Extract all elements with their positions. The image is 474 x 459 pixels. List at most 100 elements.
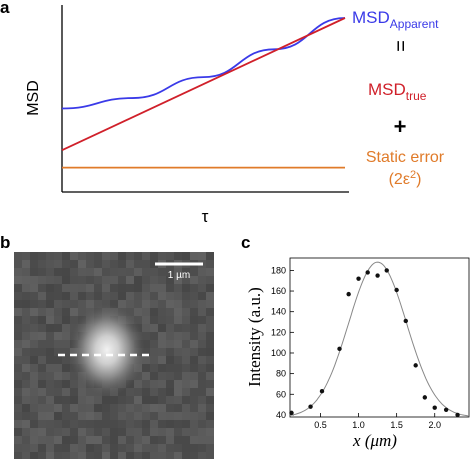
noise-pixel xyxy=(46,380,54,388)
noise-pixel xyxy=(118,300,126,308)
xtick-label: 1.0 xyxy=(352,420,365,430)
noise-pixel xyxy=(14,324,22,332)
noise-pixel xyxy=(14,276,22,284)
noise-pixel xyxy=(30,292,38,300)
noise-pixel xyxy=(62,436,70,444)
noise-pixel xyxy=(198,300,206,308)
noise-pixel xyxy=(22,452,30,459)
noise-pixel xyxy=(182,308,190,316)
noise-pixel xyxy=(166,364,174,372)
noise-pixel xyxy=(46,340,54,348)
noise-pixel xyxy=(166,356,174,364)
noise-pixel xyxy=(54,420,62,428)
ytick-label: 80 xyxy=(276,369,286,379)
noise-pixel xyxy=(174,284,182,292)
noise-pixel xyxy=(14,444,22,452)
noise-pixel xyxy=(166,276,174,284)
noise-pixel xyxy=(46,268,54,276)
noise-pixel xyxy=(174,324,182,332)
noise-pixel xyxy=(166,316,174,324)
noise-pixel xyxy=(126,452,134,459)
noise-pixel xyxy=(54,340,62,348)
noise-pixel xyxy=(190,436,198,444)
noise-pixel xyxy=(190,404,198,412)
noise-pixel xyxy=(206,332,214,340)
noise-pixel xyxy=(198,436,206,444)
noise-pixel xyxy=(134,452,142,459)
noise-pixel xyxy=(102,412,110,420)
noise-pixel xyxy=(158,452,166,459)
noise-pixel xyxy=(62,348,70,356)
noise-pixel xyxy=(30,420,38,428)
noise-pixel xyxy=(70,300,78,308)
noise-pixel xyxy=(158,372,166,380)
noise-pixel xyxy=(198,292,206,300)
noise-pixel xyxy=(78,412,86,420)
static-error-label: Static error xyxy=(366,149,445,166)
noise-pixel xyxy=(102,260,110,268)
noise-pixel xyxy=(94,276,102,284)
noise-pixel xyxy=(190,308,198,316)
noise-pixel xyxy=(142,316,150,324)
noise-pixel xyxy=(174,332,182,340)
noise-pixel xyxy=(110,284,118,292)
noise-pixel xyxy=(206,308,214,316)
noise-pixel xyxy=(134,268,142,276)
noise-pixel xyxy=(158,348,166,356)
noise-pixel xyxy=(110,452,118,459)
noise-pixel xyxy=(54,252,62,260)
noise-pixel xyxy=(110,252,118,260)
noise-pixel xyxy=(94,252,102,260)
noise-pixel xyxy=(142,308,150,316)
noise-pixel xyxy=(14,356,22,364)
noise-pixel xyxy=(206,428,214,436)
msd-true-main: MSD xyxy=(368,80,406,99)
noise-pixel xyxy=(62,404,70,412)
noise-pixel xyxy=(22,364,30,372)
noise-pixel xyxy=(70,308,78,316)
noise-pixel xyxy=(190,452,198,459)
msd-true-line xyxy=(61,17,346,152)
noise-pixel xyxy=(30,340,38,348)
noise-pixel xyxy=(94,284,102,292)
noise-pixel xyxy=(22,300,30,308)
noise-pixel xyxy=(174,380,182,388)
noise-pixel xyxy=(150,260,158,268)
noise-pixel xyxy=(110,300,118,308)
noise-pixel xyxy=(54,300,62,308)
noise-pixel xyxy=(62,324,70,332)
noise-pixel xyxy=(46,300,54,308)
noise-pixel xyxy=(102,420,110,428)
noise-pixel xyxy=(158,332,166,340)
data-point xyxy=(319,388,325,394)
msd-true-sub: true xyxy=(406,89,427,103)
noise-pixel xyxy=(38,404,46,412)
noise-pixel xyxy=(206,364,214,372)
noise-pixel xyxy=(206,284,214,292)
noise-pixel xyxy=(190,292,198,300)
noise-pixel xyxy=(174,356,182,364)
noise-pixel xyxy=(22,444,30,452)
noise-pixel xyxy=(142,452,150,459)
noise-pixel xyxy=(14,252,22,260)
noise-pixel xyxy=(54,284,62,292)
noise-pixel xyxy=(118,292,126,300)
noise-pixel xyxy=(86,436,94,444)
noise-pixel xyxy=(134,308,142,316)
noise-pixel xyxy=(150,348,158,356)
noise-pixel xyxy=(94,396,102,404)
noise-pixel xyxy=(150,420,158,428)
noise-pixel xyxy=(14,364,22,372)
noise-pixel xyxy=(182,316,190,324)
noise-pixel xyxy=(86,452,94,459)
noise-pixel xyxy=(150,332,158,340)
noise-pixel xyxy=(150,276,158,284)
noise-pixel xyxy=(22,428,30,436)
noise-pixel xyxy=(78,396,86,404)
noise-pixel xyxy=(102,436,110,444)
noise-pixel xyxy=(198,412,206,420)
equals-sign: = xyxy=(389,40,411,52)
noise-pixel xyxy=(54,388,62,396)
noise-pixel xyxy=(102,276,110,284)
noise-pixel xyxy=(30,348,38,356)
